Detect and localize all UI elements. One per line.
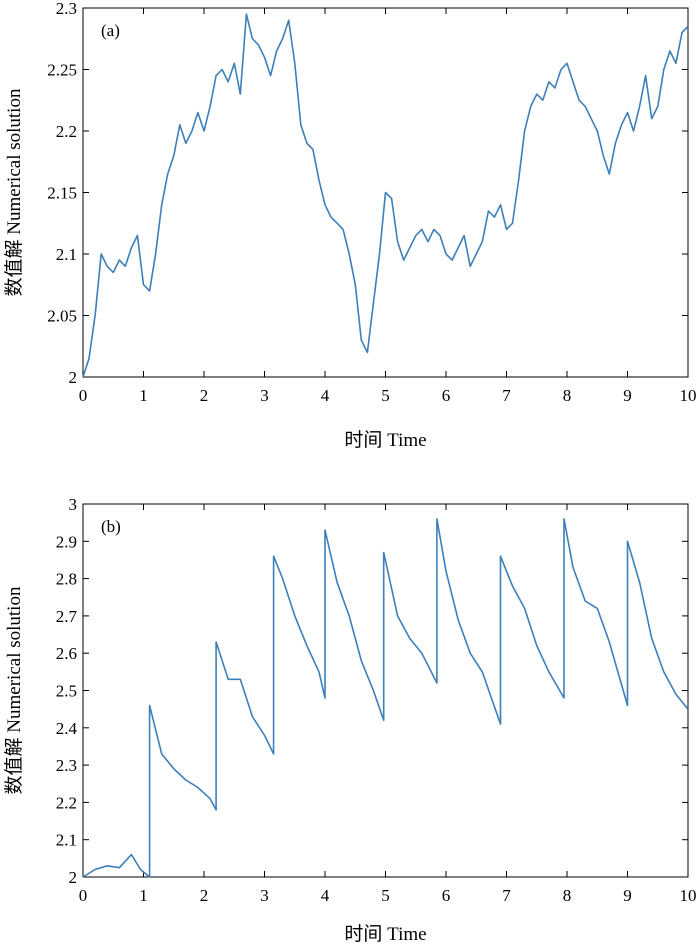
x-tick-label-b-9: 9: [623, 886, 632, 905]
panel-b: 0 1 2 3 4 5 6 7 8 9 10 2 2.1 2.2 2.3 2.4 2.5 2.6 2.7 2.8 2.9…: [3, 495, 697, 944]
x-tick-label-a-5: 5: [381, 386, 390, 405]
panel-label-b: (b): [101, 517, 121, 536]
y-tick-label-a-5: 2.25: [47, 61, 77, 80]
y-tick-label-b-0: 2: [69, 868, 78, 887]
y-tick-label-b-7: 2.7: [56, 607, 78, 626]
y-tick-label-b-5: 2.5: [56, 682, 77, 701]
y-tick-label-a-2: 2.1: [56, 245, 77, 264]
y-tick-label-b-9: 2.9: [56, 532, 77, 551]
x-tick-label-a-4: 4: [321, 386, 330, 405]
y-tick-label-b-10: 3: [69, 495, 78, 514]
x-tick-label-a-9: 9: [623, 386, 632, 405]
x-axis-title-b: 时间 Time: [344, 923, 426, 944]
x-tick-label-b-0: 0: [79, 886, 88, 905]
x-tick-label-a-7: 7: [502, 386, 511, 405]
x-tick-label-b-5: 5: [381, 886, 390, 905]
x-tick-label-a-10: 10: [680, 386, 697, 405]
y-tick-label-a-1: 2.05: [47, 307, 77, 326]
y-tick-label-b-8: 2.8: [56, 570, 77, 589]
y-tick-label-b-2: 2.2: [56, 793, 77, 812]
y-axis-title-a: 数值解 Numerical solution: [3, 88, 25, 296]
x-tick-label-b-3: 3: [260, 886, 269, 905]
x-tick-label-a-2: 2: [200, 386, 209, 405]
y-tick-label-b-6: 2.6: [56, 644, 77, 663]
x-tick-label-b-2: 2: [200, 886, 209, 905]
y-tick-label-b-3: 2.3: [56, 756, 77, 775]
x-tick-label-b-6: 6: [442, 886, 451, 905]
x-tick-label-b-8: 8: [563, 886, 572, 905]
series-line-b-0: [82, 518, 689, 878]
y-tick-label-a-6: 2.3: [56, 0, 77, 18]
x-tick-label-b-4: 4: [321, 886, 330, 905]
y-tick-label-a-4: 2.2: [56, 122, 77, 141]
x-tick-label-b-10: 10: [680, 886, 697, 905]
series-line-a-0: [82, 13, 689, 378]
x-tick-label-a-3: 3: [260, 386, 269, 405]
y-tick-label-b-1: 2.1: [56, 831, 77, 850]
x-tick-label-a-8: 8: [563, 386, 572, 405]
y-tick-label-b-4: 2.4: [56, 719, 78, 738]
y-axis-title-b: 数值解 Numerical solution: [3, 586, 25, 794]
panel-a: 0 1 2 3 4 5 6 7 8 9 10 2 2.05 2.1 2.15 2.2 2.25 2.3 时间 Tim…: [3, 0, 697, 451]
x-tick-label-a-1: 1: [139, 386, 148, 405]
y-tick-label-a-0: 2: [69, 368, 78, 387]
y-tick-label-a-3: 2.15: [47, 184, 77, 203]
x-tick-label-b-7: 7: [502, 886, 511, 905]
x-tick-label-b-1: 1: [139, 886, 148, 905]
x-axis-title-a: 时间 Time: [344, 429, 426, 451]
panel-label-a: (a): [101, 21, 120, 40]
x-tick-label-a-6: 6: [442, 386, 451, 405]
x-tick-label-a-0: 0: [79, 386, 88, 405]
